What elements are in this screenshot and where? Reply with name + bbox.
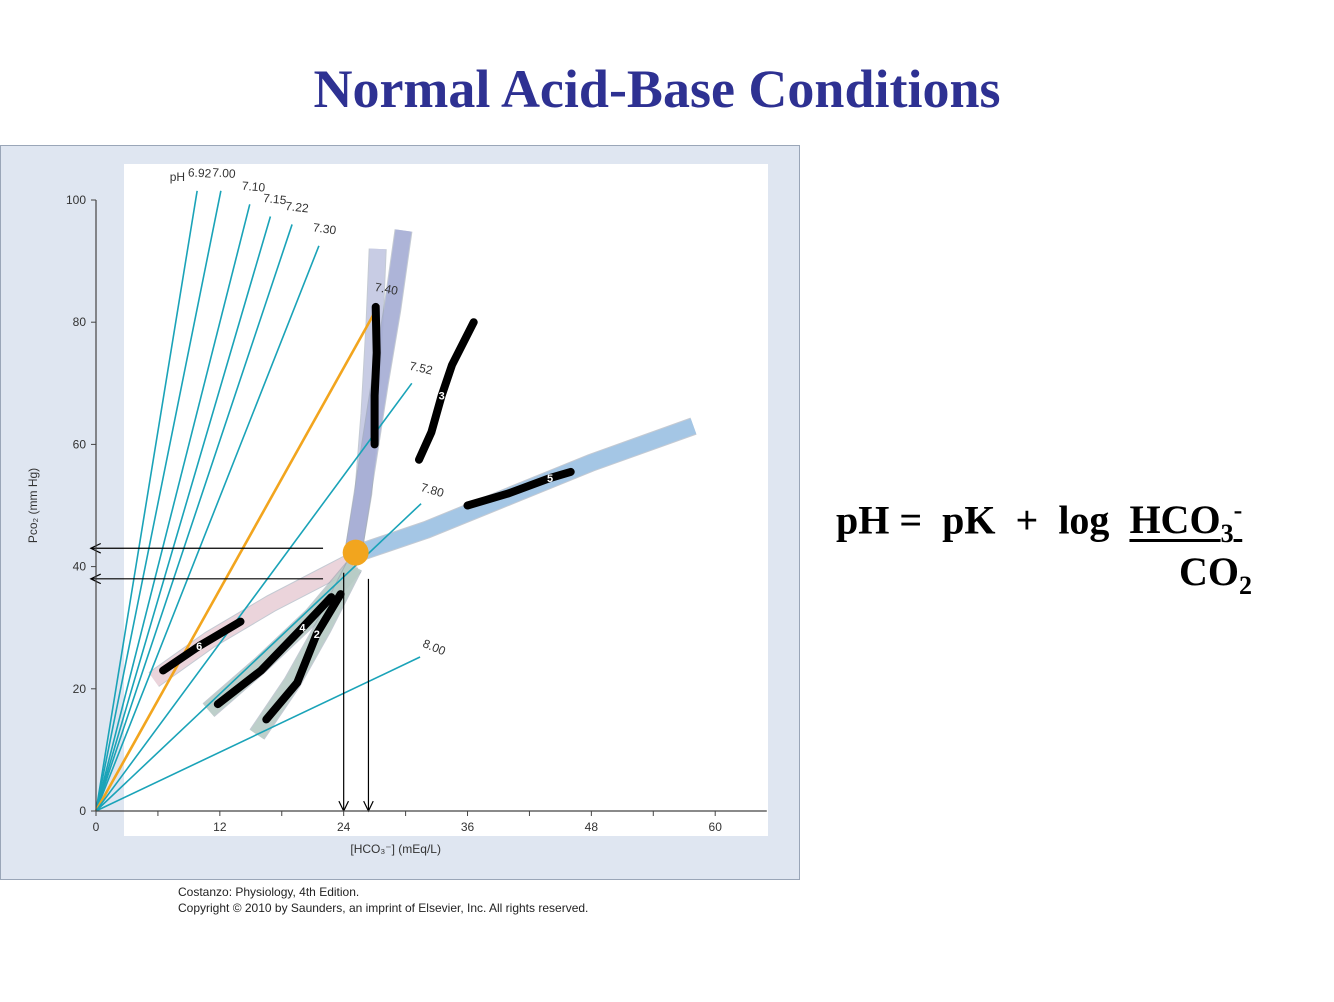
equation-pk: pK	[942, 497, 996, 543]
marking-label-3: 3	[439, 391, 445, 403]
denominator-base: CO	[1179, 549, 1239, 594]
isopleth-line-7.10	[95, 204, 251, 812]
y-tick-label-60: 60	[73, 437, 87, 451]
denominator-sub: 2	[1239, 571, 1252, 600]
y-tick-label-20: 20	[73, 682, 87, 696]
y-tick-label-0: 0	[79, 804, 86, 818]
numerator-sup: -	[1233, 496, 1243, 525]
equation-top-line: pH = pK + log HCO3-	[836, 496, 1242, 549]
plot-area	[124, 164, 768, 836]
equation-denominator: CO2	[1179, 548, 1252, 601]
isopleth-label-7.00: 7.00	[212, 165, 237, 181]
marking-label-5: 5	[547, 473, 553, 485]
figure-credit: Costanzo: Physiology, 4th Edition. Copyr…	[178, 884, 588, 916]
isopleth-label-7.15: 7.15	[262, 191, 287, 207]
henderson-hasselbalch-equation: pH = pK + log HCO3- CO2	[836, 496, 1316, 606]
marking-3	[463, 467, 575, 510]
y-tick-label-40: 40	[73, 560, 87, 574]
isopleth-label-7.22: 7.22	[285, 199, 310, 216]
equation-numerator: HCO3-	[1129, 496, 1243, 548]
numerator-sub: 3	[1220, 519, 1234, 549]
marking-4	[159, 617, 245, 675]
marking-6	[262, 590, 345, 724]
pco2-arrow-38-head	[89, 573, 102, 585]
slide-title: Normal Acid-Base Conditions	[313, 59, 1001, 119]
isopleth-label-6.92: 6.92	[188, 165, 212, 180]
x-tick-label-60: 60	[709, 820, 723, 834]
credit-line-1: Costanzo: Physiology, 4th Edition.	[178, 885, 360, 899]
figure-panel: 6.92 pH 7.00 7.10 7.15 7.22 7.30 7.40 7.52 7.80 8.…	[0, 145, 800, 880]
pco2-arrow-43	[89, 542, 324, 554]
x-axis-label: [HCO₃⁻] (mEq/L)	[350, 842, 441, 856]
marking-5	[213, 593, 336, 709]
isopleth-line-8.00	[95, 656, 421, 812]
equation-plus: +	[1015, 497, 1039, 543]
x-tick-label-36: 36	[461, 820, 475, 834]
x-tick-label-24: 24	[337, 820, 351, 834]
isopleth-label-7.10: 7.10	[241, 179, 266, 195]
x-tick-label-48: 48	[585, 820, 599, 834]
normal-point	[342, 539, 369, 566]
ph-prefix-label: pH	[170, 170, 185, 184]
y-axis-label: Pco₂ (mm Hg)	[26, 468, 40, 543]
isopleth-line-7.22	[95, 224, 293, 812]
isopleth-line-7.15	[95, 216, 272, 812]
y-tick-label-100: 100	[66, 193, 86, 207]
y-tick-label-80: 80	[73, 315, 87, 329]
equation-log: log	[1058, 497, 1110, 543]
isopleth-label-7.30: 7.30	[312, 220, 337, 237]
marking-2	[415, 318, 478, 464]
isopleth-line-7.00	[95, 190, 222, 812]
marking-1	[370, 302, 381, 449]
credit-line-2: Copyright © 2010 by Saunders, an imprint…	[178, 901, 589, 915]
isopleth-line-7.30	[95, 245, 320, 812]
pco2-arrow-38	[89, 573, 324, 585]
equation-lhs: pH =	[836, 497, 923, 543]
marking-label-2: 2	[314, 629, 320, 641]
marking-label-6: 6	[196, 641, 202, 653]
isopleth-line-7.52	[95, 382, 413, 812]
isopleth-line-7.40	[94, 304, 380, 812]
band-2	[346, 229, 412, 550]
pco2-arrow-43-head	[89, 542, 102, 554]
x-tick-label-0: 0	[93, 820, 100, 834]
isopleth-line-6.92	[95, 190, 198, 812]
isopleth-label-7.40: 7.40	[374, 280, 400, 298]
marking-label-4: 4	[299, 623, 306, 635]
x-tick-label-12: 12	[213, 820, 227, 834]
isopleth-label-7.52: 7.52	[408, 359, 434, 378]
numerator-base: HCO	[1129, 497, 1221, 543]
isopleth-label-7.80: 7.80	[419, 480, 446, 500]
